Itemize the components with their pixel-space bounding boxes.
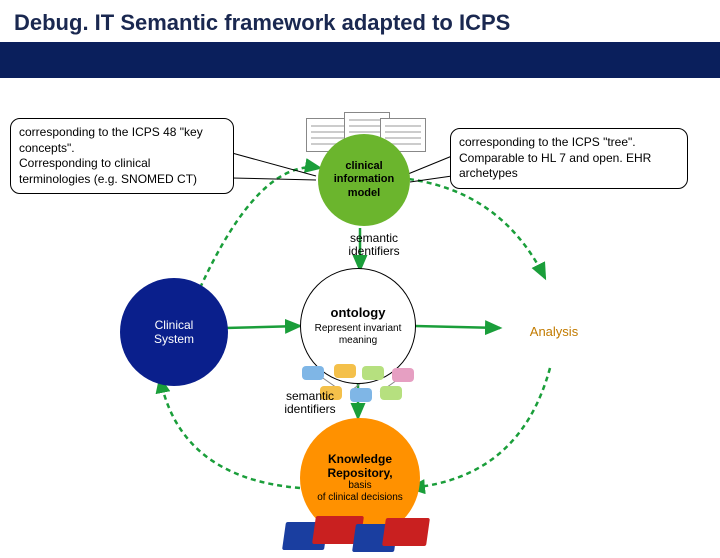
callout-right: corresponding to the ICPS "tree". Compar…: [450, 128, 688, 189]
mini-box: [392, 368, 414, 382]
mini-box: [380, 386, 402, 400]
mini-box: [350, 388, 372, 402]
knowledge-sub: basis of clinical decisions: [317, 480, 403, 504]
mini-box: [362, 366, 384, 380]
node-clinical-info: clinical information model: [318, 134, 410, 226]
diagram-canvas: corresponding to the ICPS 48 "key concep…: [0, 78, 720, 558]
label-sem-id-bottom: semantic identifiers: [270, 390, 350, 416]
mini-box: [302, 366, 324, 380]
knowledge-title: Knowledge Repository,: [327, 452, 392, 481]
ontology-sub: Represent invariant meaning: [315, 323, 402, 347]
header-bar: [0, 42, 720, 78]
page-title: Debug. IT Semantic framework adapted to …: [0, 0, 720, 42]
callout-left: corresponding to the ICPS 48 "key concep…: [10, 118, 234, 194]
ontology-title: ontology: [331, 305, 386, 321]
label-sem-id-top: semantic identifiers: [334, 232, 414, 258]
mini-box: [334, 364, 356, 378]
node-analysis: Analysis: [500, 278, 608, 386]
node-clinical-system: Clinical System: [120, 278, 228, 386]
